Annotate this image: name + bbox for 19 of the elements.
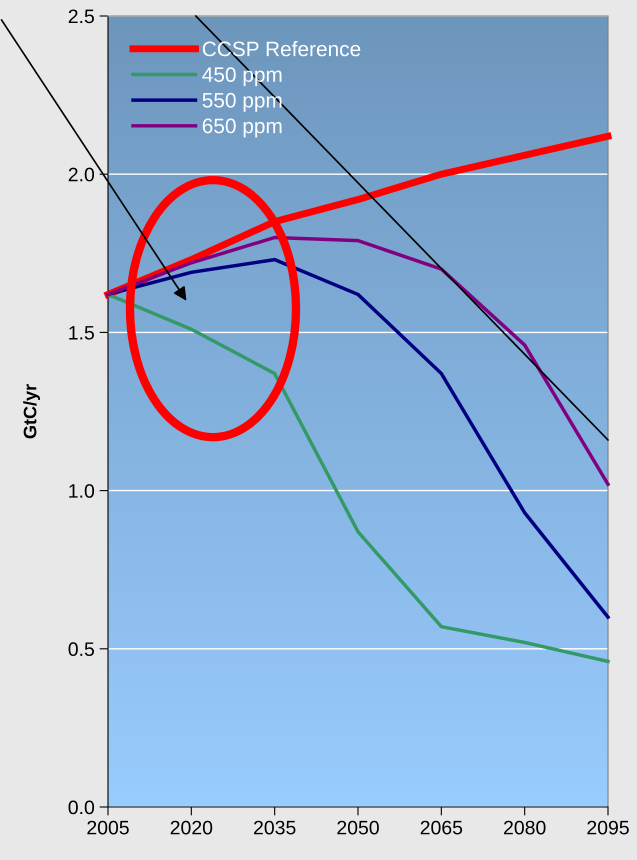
y-tick-label: 1.0 [69,484,94,498]
x-tick-label: 2020 [170,820,212,834]
x-tick-label: 2095 [587,820,629,834]
y-tick-label: 0.0 [68,800,94,814]
x-tick-label: 2035 [254,820,296,834]
x-tick-label: 2050 [337,820,379,834]
legend-label: 650 ppm [202,118,282,138]
x-tick-label: 2080 [504,820,546,834]
legend-label: 550 ppm [202,92,282,112]
line-series [106,236,610,486]
y-tick-label: 1.5 [69,326,94,340]
y-tick-label: 0.5 [68,642,94,656]
x-tick-label: 2005 [87,820,129,834]
line-series [106,292,610,664]
y-axis-title: GtC/yr [23,384,40,438]
y-tick-label: 2.0 [68,168,94,182]
x-tick-label: 2065 [420,820,462,834]
y-tick-label: 2.5 [68,9,94,24]
line-series [106,258,610,619]
